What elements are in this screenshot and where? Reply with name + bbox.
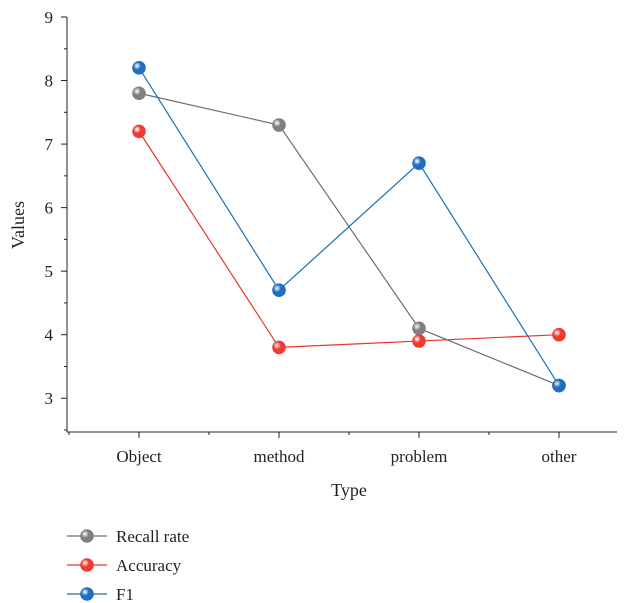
data-point (272, 340, 286, 355)
series-recall-rate (132, 86, 566, 393)
legend-item: F1 (67, 585, 134, 603)
data-point (412, 321, 426, 336)
legend-marker (80, 587, 94, 601)
x-axis-title: Type (331, 480, 367, 500)
y-axis-ticks: 3 4 5 6 7 8 9 (45, 8, 67, 431)
y-tick-label: 9 (45, 8, 54, 27)
data-point (132, 61, 146, 75)
data-point (412, 334, 426, 348)
x-axis-ticks: Object method problem other (68, 432, 577, 466)
data-point (412, 156, 426, 170)
y-axis-title: Values (8, 201, 28, 249)
data-point (272, 118, 286, 132)
axes (66, 17, 617, 433)
legend-marker (80, 558, 94, 572)
series-accuracy (132, 124, 566, 355)
legend-label: Accuracy (116, 556, 182, 575)
data-point (132, 86, 146, 101)
series-f1 (132, 61, 566, 393)
x-tick-label: method (254, 447, 305, 466)
data-point (552, 327, 566, 342)
legend-label: Recall rate (116, 527, 189, 546)
legend-marker (80, 529, 94, 543)
series-line (138, 67, 560, 386)
y-tick-label: 8 (45, 72, 54, 91)
y-tick-label: 6 (45, 199, 54, 218)
data-point (552, 378, 566, 393)
y-tick-label: 3 (45, 389, 54, 408)
x-tick-label: other (542, 447, 577, 466)
plot-area (132, 61, 566, 393)
data-point (132, 124, 146, 139)
x-tick-label: Object (116, 447, 162, 466)
legend: Recall rate Accuracy F1 (67, 527, 189, 603)
legend-item: Recall rate (67, 527, 189, 546)
series-line (138, 131, 560, 349)
y-tick-label: 4 (45, 326, 54, 345)
data-point (272, 283, 286, 298)
y-tick-label: 5 (45, 262, 54, 281)
legend-item: Accuracy (67, 556, 182, 575)
x-tick-label: problem (391, 447, 448, 466)
series-line (138, 92, 560, 387)
legend-label: F1 (116, 585, 134, 603)
y-tick-label: 7 (45, 135, 54, 154)
